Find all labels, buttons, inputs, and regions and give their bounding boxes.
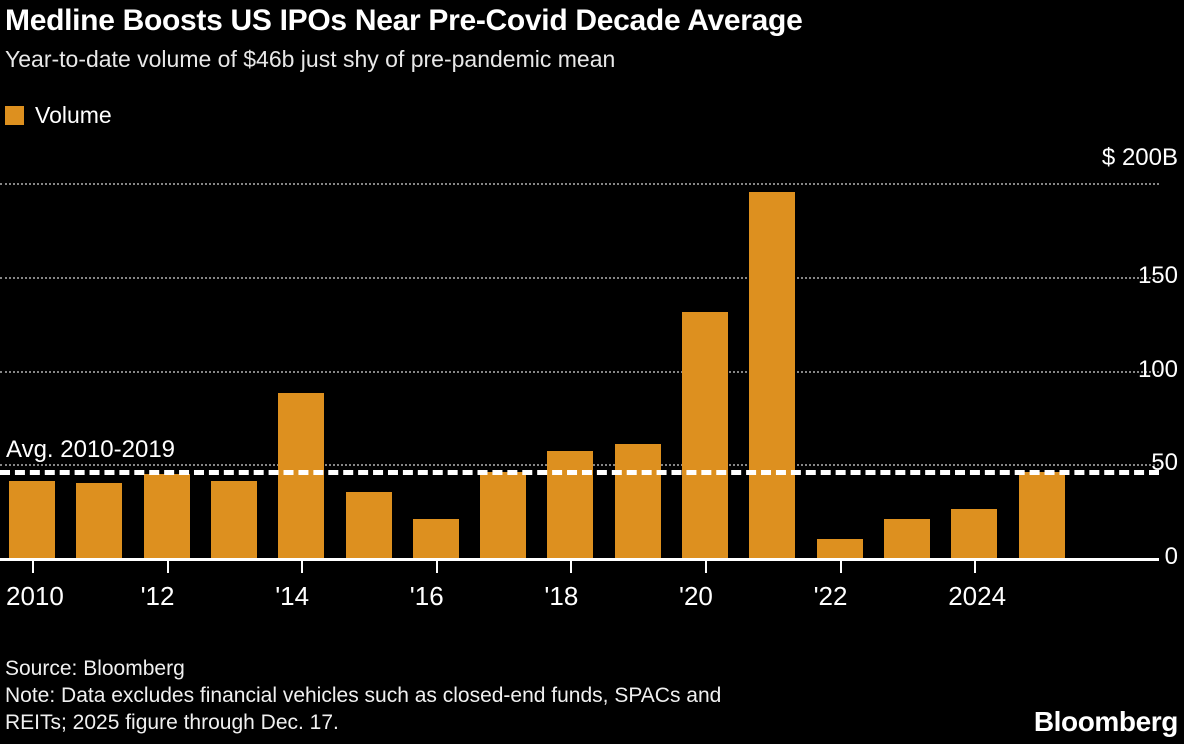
bar-2024: [951, 509, 998, 558]
average-line: [0, 469, 1159, 475]
bar-2023: [883, 518, 930, 558]
x-axis-line: [0, 558, 1159, 561]
legend-swatch-volume: [5, 106, 24, 125]
page-subtitle: Year-to-date volume of $46b just shy of …: [5, 46, 616, 72]
footer-source: Source: Bloomberg: [5, 657, 185, 680]
x-axis-tick-2014: [301, 561, 304, 573]
x-axis-tick-2018: [570, 561, 573, 573]
x-axis-tick-2016: [435, 561, 438, 573]
y-axis-label-100: 100: [1137, 355, 1178, 383]
gridline-150: [0, 276, 1159, 279]
x-axis-label-2014: '14: [275, 581, 310, 611]
bar-2022: [816, 539, 863, 558]
x-axis-tick-2024: [974, 561, 977, 573]
x-axis-tick-2010: [32, 561, 34, 573]
bar-2019: [614, 443, 661, 558]
chart-footer: Source: Bloomberg Note: Data excludes fi…: [5, 655, 721, 736]
legend-label-volume: Volume: [35, 102, 112, 128]
bar-2013: [210, 481, 257, 558]
bar-2020: [682, 312, 728, 558]
x-axis-tick-2020: [705, 561, 707, 573]
x-axis-tick-2022: [839, 561, 842, 573]
bar-2018: [547, 451, 594, 558]
page-title: Medline Boosts US IPOs Near Pre-Covid De…: [5, 4, 803, 37]
bar-2011: [76, 483, 123, 558]
x-axis-label-2020: '20: [679, 581, 713, 611]
y-axis-label-150: 150: [1137, 261, 1178, 289]
gridline-200: [0, 183, 1159, 185]
x-axis-label-2024: 2024: [948, 581, 1007, 611]
bar-2012: [143, 473, 190, 558]
bar-2017: [480, 471, 527, 558]
x-axis-label-2012: '12: [140, 581, 175, 611]
gridline-100: [0, 370, 1159, 373]
bar-2025: [1018, 471, 1065, 558]
footer-note-line2: REITs; 2025 figure through Dec. 17.: [5, 711, 339, 734]
bar-2010: [9, 481, 55, 558]
chart-legend: Volume: [5, 104, 112, 127]
x-axis-label-2022: '22: [813, 581, 848, 611]
bar-2014: [278, 393, 325, 558]
footer-note-line1: Note: Data excludes financial vehicles s…: [5, 684, 722, 707]
average-line-label: Avg. 2010-2019: [6, 435, 176, 463]
bar-2021: [749, 192, 796, 558]
bloomberg-logo: Bloomberg: [1033, 706, 1179, 737]
bar-2015: [345, 492, 392, 558]
x-axis-label-2016: '16: [409, 581, 444, 611]
y-axis-label-200: $ 200B: [1101, 144, 1178, 171]
x-axis-label-2018: '18: [544, 581, 579, 611]
bar-2016: [412, 518, 459, 558]
x-axis-label-2010: 2010: [6, 581, 64, 611]
y-axis-label-0: 0: [1164, 543, 1178, 570]
x-axis-tick-2012: [166, 561, 169, 573]
